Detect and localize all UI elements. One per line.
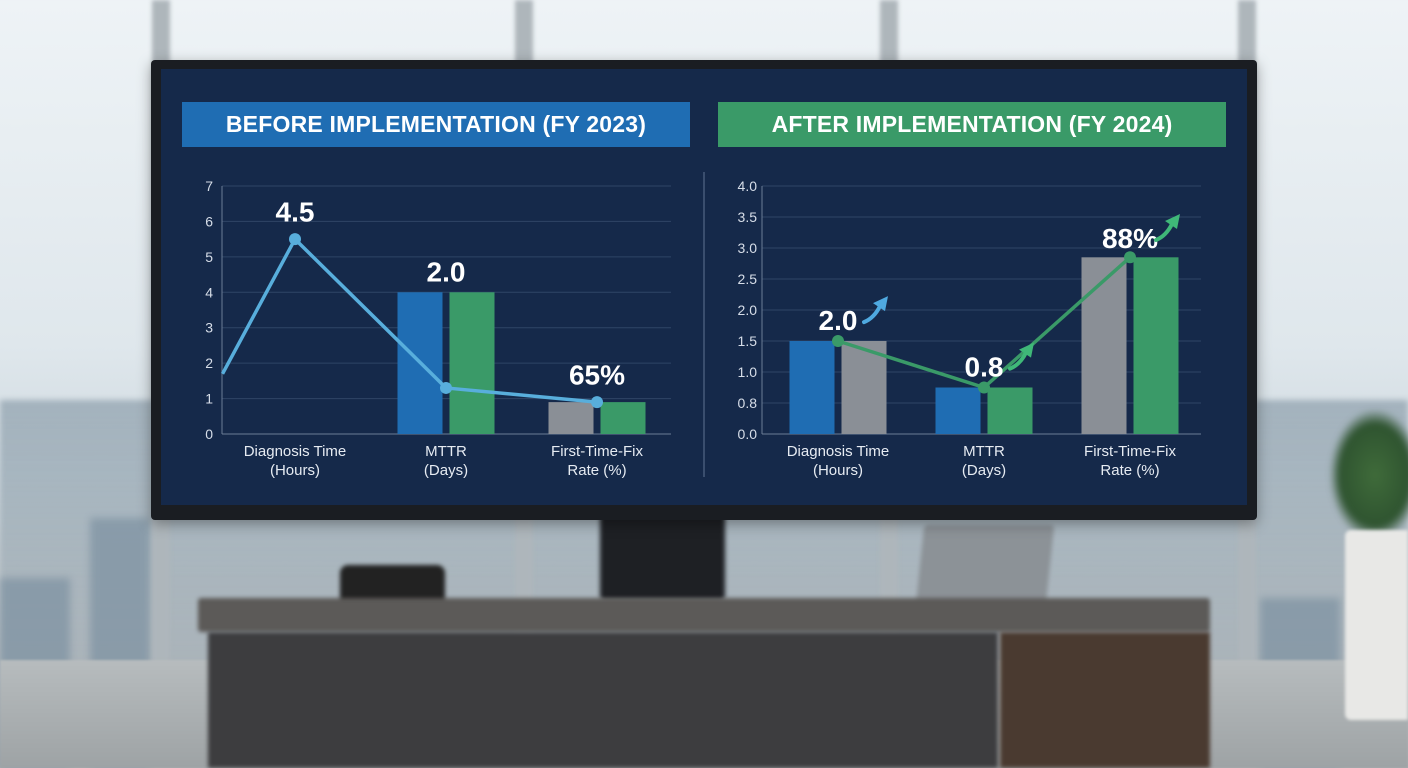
x-category-label: Rate (%): [567, 462, 626, 479]
bar: [449, 292, 495, 434]
x-category-label: (Days): [424, 462, 468, 479]
trend-arrow-icon: [862, 304, 882, 325]
x-category-label: (Days): [962, 462, 1006, 479]
bar: [987, 387, 1033, 434]
y-tick-label: 2.5: [738, 271, 758, 287]
y-tick-label: 4.0: [738, 178, 758, 194]
y-tick-label: 6: [205, 213, 213, 229]
y-tick-label: 1.0: [738, 364, 758, 380]
y-tick-label: 2: [205, 355, 213, 371]
x-category-label: First-Time-Fix: [1084, 443, 1176, 460]
bar: [841, 341, 887, 434]
x-category-label: Diagnosis Time: [244, 443, 347, 460]
trend-arrow-icon: [1008, 350, 1028, 371]
series-point: [832, 335, 844, 347]
data-label: 2.0: [819, 305, 858, 336]
data-label: 0.8: [965, 352, 1004, 383]
comparison-charts: 0 1 2 3 4 5 6 7 4.5 2.0 65% Diagnosis Time (Hours) MT…: [205, 178, 1201, 479]
y-tick-label: 0: [205, 426, 213, 442]
x-category-label: (Hours): [270, 462, 320, 479]
desk-top: [198, 598, 1210, 632]
after-header: AFTER IMPLEMENTATION (FY 2024): [718, 102, 1226, 147]
bar: [548, 402, 594, 434]
laptop: [915, 525, 1055, 605]
y-tick-label: 3: [205, 320, 213, 336]
x-category-label: MTTR: [425, 443, 467, 460]
plant-pot: [1345, 530, 1408, 720]
bar: [935, 387, 981, 434]
series-line: [220, 237, 598, 404]
bar: [600, 402, 646, 434]
trend-arrow-head-icon: [1165, 214, 1180, 229]
trend-arrow-head-icon: [873, 296, 888, 312]
y-tick-label: 0.0: [738, 426, 758, 442]
y-tick-label: 0.8: [738, 395, 758, 411]
data-label: 2.0: [427, 257, 466, 288]
y-tick-label: 7: [205, 178, 213, 194]
y-tick-label: 3.5: [738, 209, 758, 225]
dashboard-screen: BEFORE IMPLEMENTATION (FY 2023) AFTER IM…: [161, 69, 1247, 505]
bar: [789, 341, 835, 434]
data-label: 88%: [1102, 223, 1158, 254]
bar: [1133, 257, 1179, 434]
x-category-label: First-Time-Fix: [551, 443, 643, 460]
wall-monitor: BEFORE IMPLEMENTATION (FY 2023) AFTER IM…: [151, 60, 1257, 520]
data-label: 65%: [569, 359, 625, 390]
data-label: 4.5: [276, 196, 315, 227]
desk-front: [208, 632, 998, 768]
y-tick-label: 2.0: [738, 302, 758, 318]
x-category-label: MTTR: [963, 443, 1005, 460]
series-point: [591, 396, 603, 409]
y-tick-label: 4: [205, 284, 213, 300]
y-tick-label: 1.5: [738, 333, 758, 349]
y-tick-label: 3.0: [738, 240, 758, 256]
series-point: [440, 381, 452, 394]
y-tick-label: 1: [205, 391, 213, 407]
trend-arrow-icon: [1154, 222, 1174, 242]
x-category-label: (Hours): [813, 462, 863, 479]
x-category-label: Diagnosis Time: [787, 443, 890, 460]
before-header: BEFORE IMPLEMENTATION (FY 2023): [182, 102, 690, 147]
trend-arrow-head-icon: [1019, 342, 1034, 358]
panel-divider: [703, 172, 705, 477]
x-category-label: Rate (%): [1100, 462, 1159, 479]
desk-cabinet: [1000, 632, 1210, 768]
series-point: [978, 381, 990, 394]
y-tick-label: 5: [205, 249, 213, 265]
series-point: [289, 233, 301, 246]
bar: [1081, 257, 1127, 434]
series-point: [1124, 251, 1136, 264]
plant: [1330, 410, 1408, 540]
